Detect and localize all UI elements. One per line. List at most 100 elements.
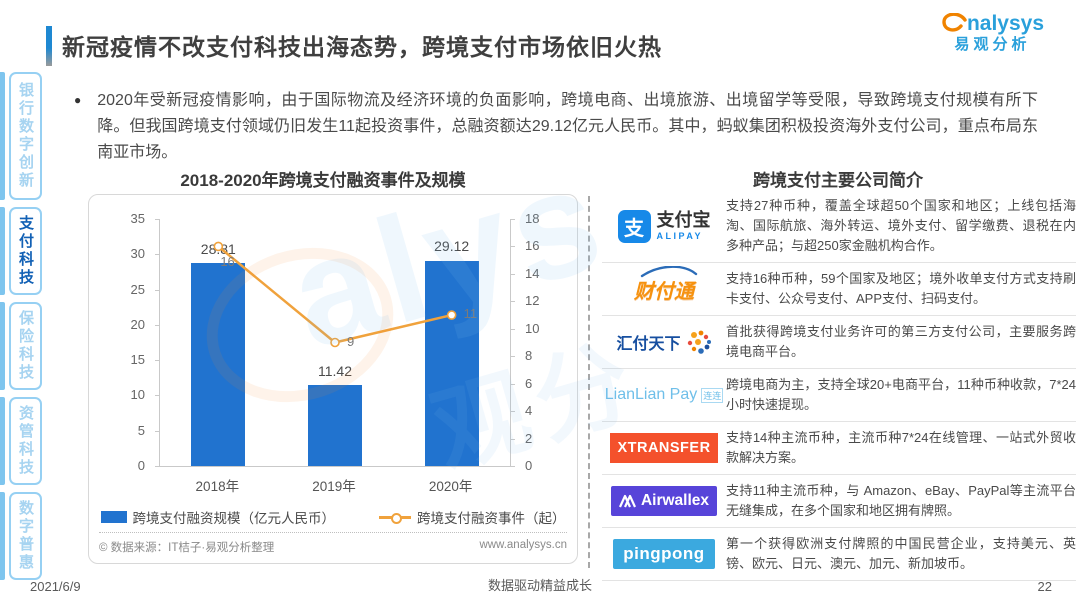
lianlian-logo: LianLian Pay 连连	[602, 386, 726, 404]
chart-source-url[interactable]: www.analysys.cn	[479, 539, 567, 551]
y-axis-tick	[155, 324, 160, 326]
legend-item-line: 跨境支付融资事件（起）	[379, 507, 566, 527]
x-axis-label: 2018年	[195, 479, 240, 494]
chart-source-row: © 数据来源：IT桔子·易观分析整理 www.analysys.cn	[99, 532, 567, 555]
y-axis-tick	[155, 254, 160, 256]
footer-date: 2021/6/9	[30, 579, 81, 594]
y-axis-left-label: 25	[130, 281, 145, 297]
airwallex-mark-icon	[618, 494, 636, 508]
y-axis-tick	[510, 356, 515, 358]
y-axis-tick	[510, 411, 515, 413]
company-desc: 支持11种主流币种，与 Amazon、eBay、PayPal等主流平台无缝集成，…	[726, 483, 1076, 518]
y-axis-left: 35 30 25 20 15 10 5 0	[115, 211, 153, 473]
alipay-name: 支付宝	[656, 210, 711, 231]
company-row-airwallex: Airwallex 支持11种主流币种，与 Amazon、eBay、PayPal…	[602, 475, 1076, 528]
sidebar-item-banking[interactable]: 银行数字创新	[0, 72, 44, 200]
company-row-huifu: 汇付天下 首批获得跨境支付业务许可的第三方支付公司，主要服务跨境电商平台。	[602, 316, 1076, 369]
sidebar-item-asset-mgmt[interactable]: 资管科技	[0, 397, 44, 485]
footer-page-number: 22	[1037, 579, 1052, 594]
y-axis-right-label: 12	[525, 293, 540, 309]
tenpay-name: 财付通	[634, 280, 694, 303]
y-axis-tick	[510, 301, 515, 303]
chart-title: 2018-2020年跨境支付融资事件及规模	[180, 171, 466, 190]
y-axis-tick	[155, 360, 160, 362]
company-desc: 支持27种币种，覆盖全球超50个国家和地区；上线包括海淘、国际航旅、海外转运、境…	[726, 198, 1076, 253]
logo-brand-text: nalysys	[966, 12, 1044, 35]
y-axis-tick	[510, 328, 515, 330]
alipay-latin-name: ALIPAY	[656, 230, 704, 241]
sidebar-item-strip	[0, 72, 5, 200]
legend-bar-swatch-icon	[100, 511, 127, 523]
x-axis-label: 2020年	[428, 479, 473, 494]
company-desc: 支持16种币种，59个国家及地区；境外收单支付方式支持刷卡支付、公众号支付、AP…	[726, 271, 1076, 306]
sidebar-item-digital-inclusion[interactable]: 数字普惠	[0, 492, 44, 580]
airwallex-name: Airwallex	[640, 492, 710, 509]
y-axis-tick	[510, 246, 515, 248]
sidebar-item-insurance[interactable]: 保险科技	[0, 302, 44, 390]
huifu-pinwheel-icon	[687, 330, 711, 354]
line-value-label: 11	[463, 306, 478, 322]
y-axis-right-label: 6	[525, 375, 533, 391]
xtransfer-logo: XTRANSFER	[602, 433, 726, 463]
section-divider	[588, 196, 590, 568]
y-axis-left-label: 5	[137, 422, 145, 438]
lianlian-name: LianLian Pay	[604, 386, 698, 403]
company-row-lianlian: LianLian Pay 连连 跨境电商为主，支持全球20+电商平台，11种币种…	[602, 369, 1076, 422]
bar-value-label: 29.12	[434, 238, 470, 255]
lianlian-cn-name: 连连	[701, 388, 724, 403]
sidebar-item-payment[interactable]: 支付科技	[0, 207, 44, 295]
sidebar-item-strip	[0, 397, 5, 485]
tenpay-logo: 财付通	[602, 265, 726, 304]
company-desc: 跨境电商为主，支持全球20+电商平台，11种币种收款，7*24 小时快速提现。	[726, 377, 1076, 412]
line-series	[213, 241, 457, 348]
summary-text: 2020年受新冠疫情影响，由于国际物流及经济环境的负面影响，跨境电商、出境旅游、…	[97, 92, 1038, 161]
legend-line-swatch-icon	[379, 512, 411, 524]
y-axis-left-label: 30	[130, 246, 145, 262]
bar-2020年	[424, 260, 479, 466]
title-accent-bar	[46, 26, 52, 66]
y-axis-tick	[155, 430, 160, 432]
chapter-sidebar: 银行数字创新 支付科技 保险科技 资管科技 数字普惠	[0, 72, 44, 580]
analysys-logo: nalysys 易观分析	[941, 12, 1044, 53]
company-desc: 首批获得跨境支付业务许可的第三方支付公司，主要服务跨境电商平台。	[726, 324, 1076, 359]
sidebar-item-label: 保险科技	[17, 310, 34, 382]
y-axis-right-label: 8	[525, 348, 533, 364]
y-axis-tick	[510, 273, 515, 275]
pingpong-name: pingpong	[613, 539, 715, 569]
companies-title: 跨境支付主要公司简介	[753, 171, 923, 190]
y-axis-left-label: 15	[130, 352, 145, 368]
company-desc: 第一个获得欧洲支付牌照的中国民营企业，支持美元、英镑、欧元、日元、澳元、加元、新…	[726, 536, 1076, 571]
y-axis-right-label: 16	[525, 238, 540, 254]
bar-2018年	[191, 262, 246, 466]
sidebar-item-strip	[0, 207, 5, 295]
huifu-name: 汇付天下	[616, 336, 681, 353]
sidebar-item-label: 支付科技	[17, 215, 34, 287]
legend-line-label: 跨境支付融资事件（起）	[417, 511, 566, 526]
y-axis-left-label: 35	[130, 211, 145, 226]
y-axis-tick	[510, 438, 515, 440]
pingpong-logo: pingpong	[602, 539, 726, 569]
legend-bar-label: 跨境支付融资规模（亿元人民币）	[132, 511, 336, 526]
legend-item-bar: 跨境支付融资规模（亿元人民币）	[100, 507, 336, 527]
chart-source-left: © 数据来源：IT桔子·易观分析整理	[99, 542, 275, 554]
line-value-label: 9	[347, 333, 355, 349]
airwallex-logo: Airwallex	[602, 486, 726, 516]
analysys-swirl-icon	[942, 13, 967, 32]
y-axis-right-label: 0	[525, 458, 533, 473]
y-axis-right-label: 14	[525, 265, 540, 281]
y-axis-left-label: 10	[130, 387, 145, 403]
chart-legend: 跨境支付融资规模（亿元人民币） 跨境支付融资事件（起）	[89, 507, 577, 527]
bar-value-label: 11.42	[318, 363, 352, 380]
bullet-icon: ●	[74, 93, 82, 107]
sidebar-item-label: 资管科技	[17, 405, 34, 477]
companies-list: 支 支付宝 ALIPAY 支持27种币种，覆盖全球超50个国家和地区；上线包括海…	[602, 190, 1076, 581]
y-axis-right-label: 10	[525, 320, 540, 336]
footer-slogan: 数据驱动精益成长	[487, 578, 592, 593]
company-row-tenpay: 财付通 支持16种币种，59个国家及地区；境外收单支付方式支持刷卡支付、公众号支…	[602, 263, 1076, 316]
y-axis-tick	[155, 395, 160, 397]
line-value-label: 16	[220, 254, 235, 270]
y-axis-tick	[155, 289, 160, 291]
sidebar-item-strip	[0, 492, 5, 580]
